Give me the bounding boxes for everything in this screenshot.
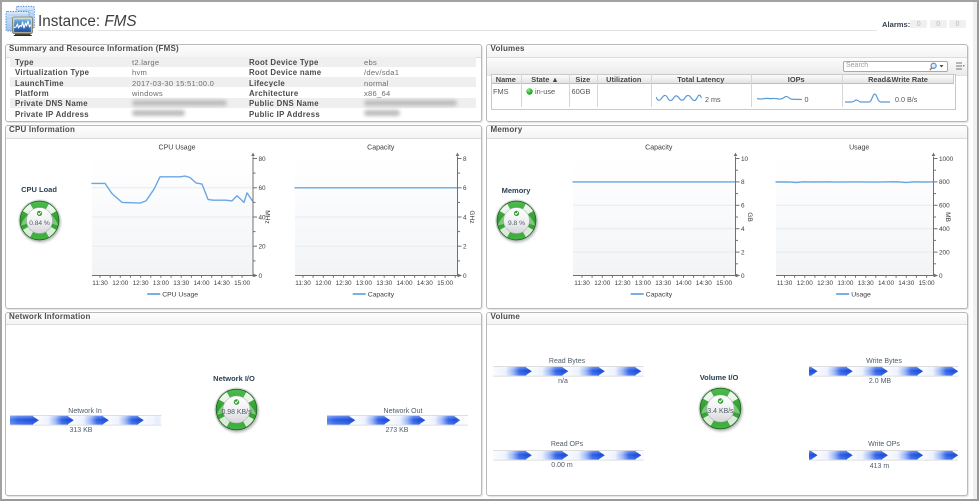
svg-text:15:00: 15:00 xyxy=(437,280,453,287)
svg-text:12:30: 12:30 xyxy=(615,280,631,287)
svg-text:9.8 %: 9.8 % xyxy=(508,220,525,227)
svg-text:CPU Usage: CPU Usage xyxy=(162,292,198,299)
svg-text:GB: GB xyxy=(746,212,753,222)
svg-text:14:30: 14:30 xyxy=(696,280,712,287)
svg-text:14:00: 14:00 xyxy=(194,280,210,287)
svg-text:0.84 %: 0.84 % xyxy=(29,219,50,226)
svg-text:14:30: 14:30 xyxy=(214,280,230,287)
svg-text:15:00: 15:00 xyxy=(716,280,732,287)
svg-text:3.4 KB/s: 3.4 KB/s xyxy=(707,408,734,415)
svg-text:14:30: 14:30 xyxy=(417,280,433,287)
svg-text:12:00: 12:00 xyxy=(315,280,331,287)
svg-text:14:00: 14:00 xyxy=(397,280,413,287)
svg-text:Usage: Usage xyxy=(849,145,869,152)
svg-text:Capacity: Capacity xyxy=(645,145,673,152)
svg-text:Capacity: Capacity xyxy=(367,145,395,152)
svg-text:8: 8 xyxy=(741,179,745,186)
svg-text:CPU Usage: CPU Usage xyxy=(159,145,196,152)
svg-text:11:30: 11:30 xyxy=(92,280,108,287)
svg-text:4: 4 xyxy=(463,214,467,221)
svg-text:10: 10 xyxy=(741,156,749,163)
svg-text:13:30: 13:30 xyxy=(857,280,873,287)
svg-text:6: 6 xyxy=(463,185,467,192)
svg-text:MB: MB xyxy=(944,212,951,222)
svg-text:0: 0 xyxy=(939,273,943,280)
svg-text:800: 800 xyxy=(939,179,950,186)
svg-text:13:30: 13:30 xyxy=(376,280,392,287)
svg-text:4: 4 xyxy=(741,226,745,233)
svg-text:0: 0 xyxy=(463,273,467,280)
svg-text:2: 2 xyxy=(741,249,745,256)
svg-text:12:30: 12:30 xyxy=(336,280,352,287)
svg-text:MHz: MHz xyxy=(264,210,271,224)
svg-text:80: 80 xyxy=(259,156,267,163)
svg-text:13:30: 13:30 xyxy=(173,280,189,287)
svg-text:6: 6 xyxy=(741,203,745,210)
svg-text:13:00: 13:00 xyxy=(153,280,169,287)
svg-text:14:30: 14:30 xyxy=(898,280,914,287)
svg-text:0: 0 xyxy=(741,273,745,280)
svg-text:0: 0 xyxy=(259,273,263,280)
svg-text:12:00: 12:00 xyxy=(112,280,128,287)
svg-text:2: 2 xyxy=(463,244,467,251)
svg-text:Usage: Usage xyxy=(851,292,871,299)
svg-text:13:30: 13:30 xyxy=(655,280,671,287)
svg-text:Capacity: Capacity xyxy=(368,292,395,299)
svg-text:GHz: GHz xyxy=(468,210,475,223)
svg-text:20: 20 xyxy=(259,244,267,251)
svg-text:40: 40 xyxy=(259,214,267,221)
svg-text:13:00: 13:00 xyxy=(635,280,651,287)
svg-text:Capacity: Capacity xyxy=(646,292,673,299)
svg-text:15:00: 15:00 xyxy=(234,280,250,287)
svg-text:12:30: 12:30 xyxy=(817,280,833,287)
svg-text:12:30: 12:30 xyxy=(133,280,149,287)
svg-text:12:00: 12:00 xyxy=(796,280,812,287)
svg-text:0.98 KB/s: 0.98 KB/s xyxy=(221,409,252,416)
svg-text:13:00: 13:00 xyxy=(837,280,853,287)
svg-text:11:30: 11:30 xyxy=(295,280,311,287)
svg-text:11:30: 11:30 xyxy=(776,280,792,287)
svg-text:60: 60 xyxy=(259,185,267,192)
svg-text:11:30: 11:30 xyxy=(574,280,590,287)
svg-text:200: 200 xyxy=(939,249,950,256)
svg-text:14:00: 14:00 xyxy=(878,280,894,287)
svg-text:600: 600 xyxy=(939,203,950,210)
svg-text:15:00: 15:00 xyxy=(918,280,934,287)
svg-text:12:00: 12:00 xyxy=(594,280,610,287)
svg-text:400: 400 xyxy=(939,226,950,233)
svg-text:8: 8 xyxy=(463,156,467,163)
svg-text:13:00: 13:00 xyxy=(356,280,372,287)
svg-text:1000: 1000 xyxy=(939,156,954,163)
svg-text:14:00: 14:00 xyxy=(676,280,692,287)
